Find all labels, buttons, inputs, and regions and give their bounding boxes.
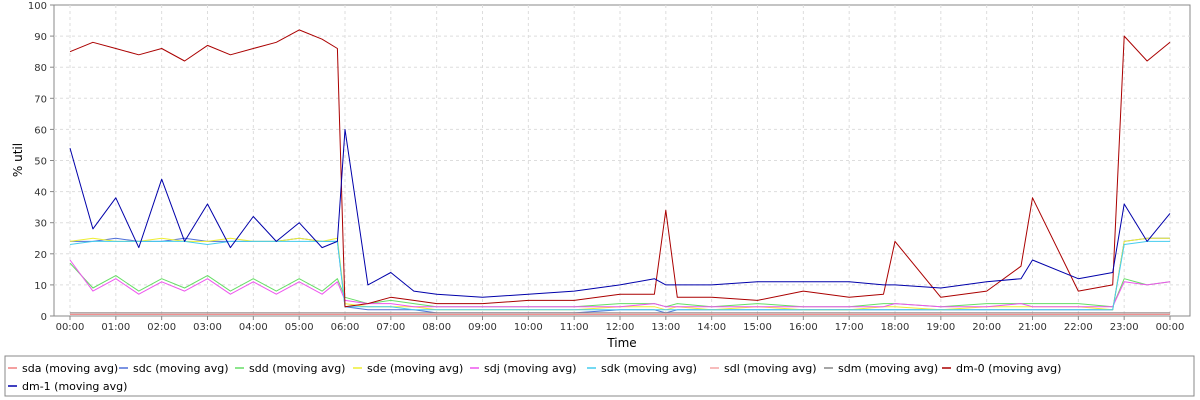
x-axis-ticks: 00:00 01:00 02:00 03:00 04:00 05:00 06:00 07:00… (56, 316, 1185, 333)
x-tick-label: 00:00 (56, 322, 85, 333)
y-tick-label: 60 (34, 125, 47, 136)
legend-box (4, 355, 1195, 397)
legend-item-label: dm-0 (moving avg) (956, 362, 1061, 375)
x-tick-label: 19:00 (926, 322, 955, 333)
x-tick-label: 10:00 (514, 322, 543, 333)
legend-item-label: sdc (moving avg) (133, 362, 229, 375)
y-tick-label: 40 (34, 188, 47, 199)
x-tick-label: 04:00 (239, 322, 268, 333)
y-tick-label: 30 (34, 219, 47, 230)
legend-item-label: sdj (moving avg) (484, 362, 577, 375)
y-tick-label: 80 (34, 63, 47, 74)
plot-background (53, 4, 1191, 317)
legend-item-label: dm-1 (moving avg) (22, 380, 127, 393)
x-tick-label: 07:00 (376, 322, 405, 333)
x-tick-label: 02:00 (147, 322, 176, 333)
x-tick-label: 03:00 (193, 322, 222, 333)
legend-item-label: sde (moving avg) (367, 362, 463, 375)
y-axis-label: % util (11, 143, 25, 177)
x-tick-label: 16:00 (789, 322, 818, 333)
x-tick-label: 20:00 (972, 322, 1001, 333)
legend: sda (moving avg) sdc (moving avg) sdd (mov… (8, 362, 1061, 393)
x-tick-label: 08:00 (422, 322, 451, 333)
x-tick-label: 22:00 (1064, 322, 1093, 333)
legend-item-label: sdd (moving avg) (249, 362, 345, 375)
series-line-5 (69, 240, 1170, 311)
y-tick-label: 100 (28, 1, 47, 12)
series-line-4 (69, 259, 1171, 308)
legend-item-label: sdk (moving avg) (601, 362, 697, 375)
x-tick-label: 11:00 (560, 322, 589, 333)
x-tick-label: 23:00 (1110, 322, 1139, 333)
x-tick-label: 06:00 (331, 322, 360, 333)
series-line-8 (69, 29, 1171, 308)
y-tick-label: 70 (34, 94, 47, 105)
legend-item-label: sdl (moving avg) (724, 362, 817, 375)
legend-item-label: sda (moving avg) (22, 362, 118, 375)
x-tick-label: 13:00 (651, 322, 680, 333)
x-tick-label: 00:00 (1156, 322, 1185, 333)
grid-lines (54, 5, 1190, 316)
y-tick-label: 10 (34, 281, 47, 292)
x-tick-label: 01:00 (101, 322, 130, 333)
x-tick-label: 09:00 (468, 322, 497, 333)
y-tick-label: 20 (34, 250, 47, 261)
x-tick-label: 18:00 (881, 322, 910, 333)
series-line-9 (69, 128, 1171, 298)
y-axis-ticks: 0 10 20 30 40 50 60 70 80 90 100 (28, 1, 54, 323)
y-tick-label: 90 (34, 32, 47, 43)
x-tick-label: 15:00 (743, 322, 772, 333)
legend-item-label: sdm (moving avg) (838, 362, 938, 375)
x-tick-label: 14:00 (697, 322, 726, 333)
x-tick-label: 17:00 (835, 322, 864, 333)
y-tick-label: 0 (41, 312, 47, 323)
x-tick-label: 05:00 (285, 322, 314, 333)
x-axis-label: Time (606, 336, 636, 350)
series-lines (69, 29, 1171, 315)
y-tick-label: 50 (34, 157, 47, 168)
x-tick-label: 12:00 (606, 322, 635, 333)
x-tick-label: 21:00 (1018, 322, 1047, 333)
